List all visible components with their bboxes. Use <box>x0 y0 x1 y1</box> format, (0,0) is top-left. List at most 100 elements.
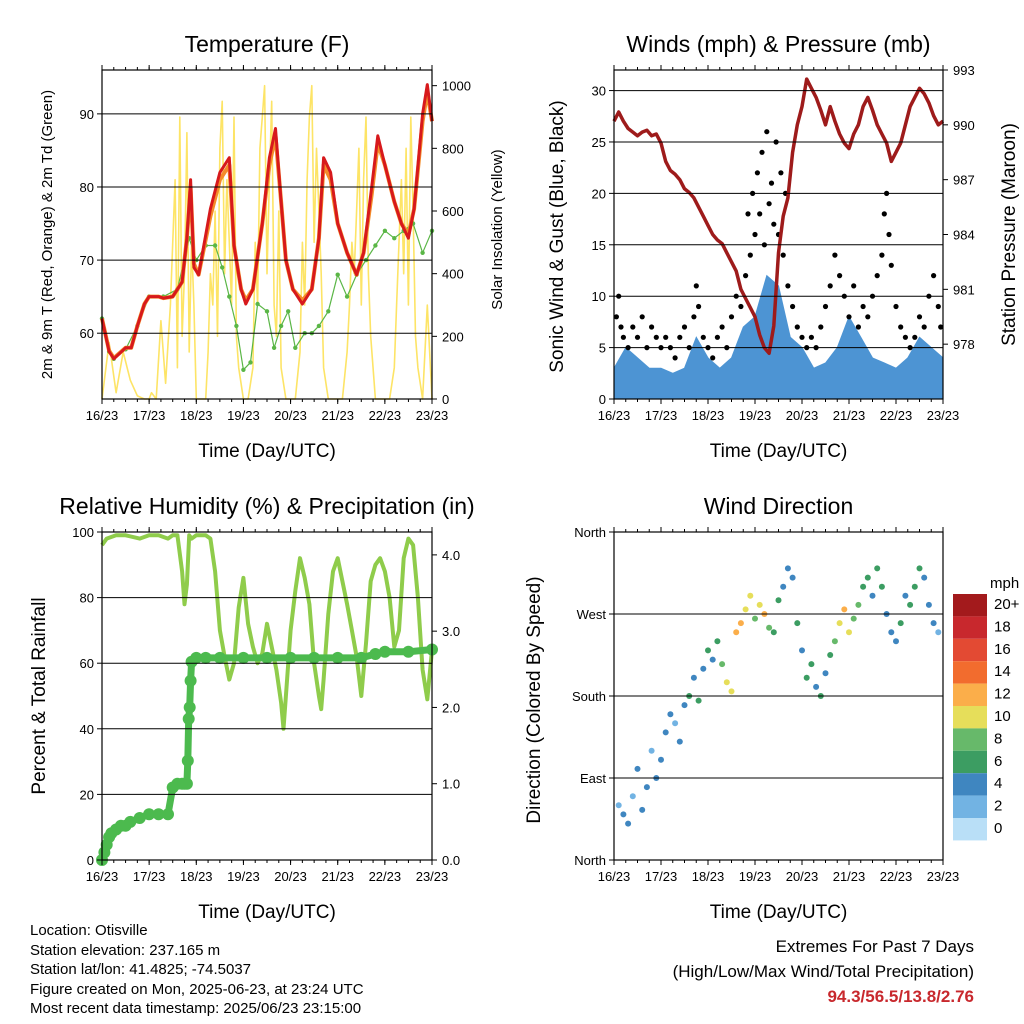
gust-point <box>938 324 944 330</box>
y-tick-label: 5 <box>599 341 606 356</box>
gust-point <box>757 211 763 217</box>
direction-point <box>629 793 636 800</box>
x-tick-label: 16/23 <box>598 408 631 423</box>
direction-point <box>827 652 834 658</box>
direction-point <box>719 661 726 668</box>
direction-point <box>752 615 758 622</box>
direction-point <box>766 624 773 631</box>
solar-insolation-line <box>101 84 433 400</box>
gust-point <box>771 221 777 227</box>
y-tick-label: 40 <box>80 722 94 737</box>
gust-point <box>691 314 697 320</box>
direction-point <box>850 615 857 622</box>
y-axis-label: Direction (Colored By Speed) <box>524 576 545 823</box>
gust-point <box>935 303 941 310</box>
direction-point <box>681 702 688 709</box>
x-tick-label: 19/23 <box>739 869 772 884</box>
gust-point <box>714 334 721 340</box>
y2-tick-label: 2.0 <box>442 700 460 715</box>
gust-point <box>846 314 852 320</box>
legend-swatch <box>953 728 987 751</box>
y2-tick-label: 993 <box>953 63 975 78</box>
legend-label: 8 <box>994 730 1002 747</box>
x-tick-label: 17/23 <box>133 408 166 423</box>
gust-point <box>860 303 866 310</box>
legend-swatch <box>953 616 987 639</box>
gust-point <box>916 314 923 320</box>
gust-point <box>710 355 716 361</box>
y2-tick-label: 400 <box>442 267 464 282</box>
y-tick-label: 30 <box>592 84 606 99</box>
x-tick-label: 17/23 <box>133 869 166 884</box>
y-tick-label: 20 <box>80 787 94 802</box>
extremes-subtitle: (High/Low/Max Wind/Total Precipitation) <box>672 962 974 981</box>
y2-tick-label: 800 <box>442 141 464 156</box>
direction-point <box>930 620 937 627</box>
direction-point <box>831 638 838 645</box>
legend-label: 16 <box>994 641 1011 658</box>
y2-tick-label: 4.0 <box>442 548 460 563</box>
y2-tick-label: 981 <box>953 282 975 297</box>
relative-humidity-line <box>100 533 434 731</box>
x-tick-label: 22/23 <box>880 408 913 423</box>
gust-point <box>754 170 761 176</box>
y-axis-label: Sonic Wind & Gust (Blue, Black) <box>547 100 568 372</box>
direction-point <box>822 670 829 677</box>
direction-point <box>916 565 923 572</box>
direction-point <box>625 820 632 827</box>
x-tick-label: 17/23 <box>645 408 678 423</box>
speed-legend: mph 20+ 18 16 14 12 10 8 6 4 2 0 <box>953 575 1020 841</box>
latest-timestamp: Most recent data timestamp: 2025/06/23 2… <box>30 1000 362 1017</box>
x-tick-label: 19/23 <box>227 408 260 423</box>
direction-point <box>662 729 669 736</box>
gust-point <box>827 283 833 289</box>
x-axis-label: Time (Day/UTC) <box>710 902 848 923</box>
gust-point <box>855 324 862 330</box>
direction-point <box>695 697 702 704</box>
dewpoint-line <box>101 222 433 371</box>
gust-point <box>677 334 683 340</box>
x-tick-label: 16/23 <box>86 408 119 423</box>
y2-tick-label: 978 <box>953 337 975 352</box>
gust-point <box>700 334 706 340</box>
x-axis-label: Time (Day/UTC) <box>198 441 336 462</box>
legend-label: 2 <box>994 798 1002 815</box>
x-tick-label: 16/23 <box>86 869 119 884</box>
direction-point <box>723 679 730 686</box>
direction-point <box>690 674 697 681</box>
legend-label: 12 <box>994 686 1011 703</box>
direction-point <box>620 811 627 818</box>
direction-point <box>728 688 735 695</box>
x-tick-label: 21/23 <box>321 408 354 423</box>
extremes-box: Extremes For Past 7 Days (High/Low/Max W… <box>673 934 974 1009</box>
chart-3: 0 20 40 60 80 100 0.0 1.0 2.0 3.0 4.0 16/23 17/23 18/… <box>29 493 475 923</box>
gust-point <box>738 303 744 310</box>
gust-point <box>799 334 805 340</box>
x-tick-label: 22/23 <box>369 408 402 423</box>
chart-title: Temperature (F) <box>185 31 350 57</box>
gust-point <box>681 324 688 330</box>
station-location: Location: Otisville <box>30 922 148 939</box>
y2-tick-label: 1.0 <box>442 777 460 792</box>
x-tick-label: 22/23 <box>369 869 402 884</box>
direction-point <box>639 806 646 813</box>
y-tick-label: 0 <box>87 853 94 868</box>
gust-point <box>780 252 786 258</box>
y2-tick-label: 990 <box>953 118 975 133</box>
x-tick-label: 23/23 <box>416 408 449 423</box>
y-tick-label: South <box>572 689 606 704</box>
x-tick-label: 18/23 <box>692 408 725 423</box>
y2-tick-label: 600 <box>442 204 464 219</box>
legend-label: 6 <box>994 753 1002 770</box>
chart-2: 0 5 10 15 20 25 30 978 981 984 987 990 993 16/23 17/23… <box>547 31 1020 462</box>
gust-point <box>898 324 904 330</box>
gust-point <box>874 273 880 279</box>
y-tick-label: 10 <box>592 289 606 304</box>
gust-point <box>912 334 918 340</box>
legend-label: 14 <box>994 663 1011 680</box>
gust-point <box>672 355 678 361</box>
precip-line <box>98 646 433 862</box>
legend-label: 4 <box>994 775 1002 792</box>
gust-point <box>778 170 784 176</box>
